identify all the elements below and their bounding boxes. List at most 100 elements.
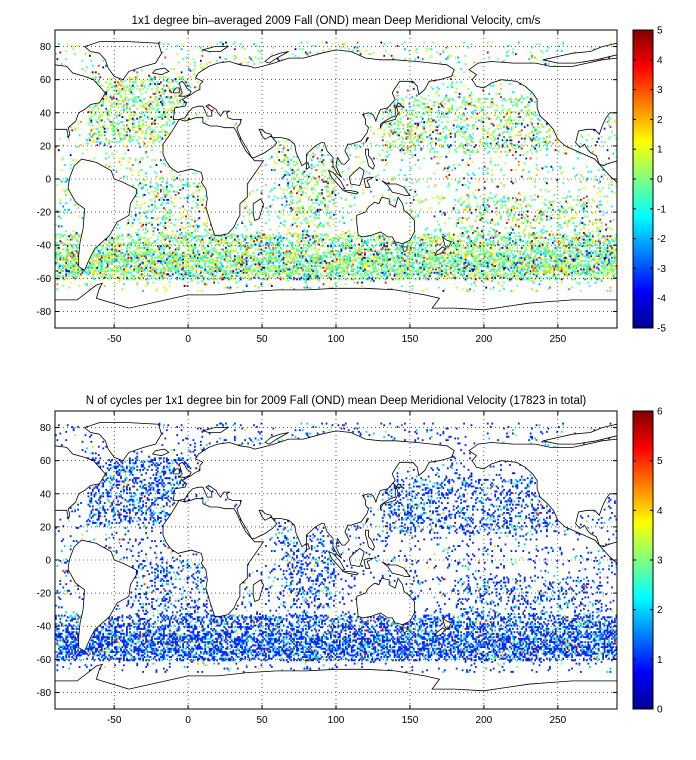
data-cell	[254, 268, 257, 271]
data-cell	[204, 251, 207, 254]
data-cell	[293, 233, 295, 236]
data-cell	[118, 278, 121, 281]
data-cell	[83, 271, 85, 274]
data-cell	[457, 243, 460, 246]
data-cell	[161, 268, 164, 271]
data-cell	[152, 271, 155, 274]
data-cell	[581, 253, 584, 256]
data-cell	[177, 270, 180, 273]
data-cell	[475, 238, 477, 241]
data-cell	[99, 258, 102, 261]
data-cell	[199, 241, 202, 244]
data-cell	[241, 233, 244, 236]
data-cell	[572, 251, 575, 254]
data-cell	[230, 250, 233, 253]
data-cell	[438, 256, 440, 259]
data-cell	[174, 235, 177, 238]
data-cell	[454, 265, 457, 268]
data-cell	[585, 243, 588, 246]
data-cell	[596, 261, 599, 264]
data-cell	[343, 258, 346, 261]
data-cell	[157, 255, 159, 258]
data-cell	[519, 238, 522, 241]
data-cell	[127, 261, 130, 264]
data-cell	[301, 246, 304, 249]
data-cell	[318, 243, 321, 246]
data-cell	[189, 256, 192, 259]
data-cell	[291, 273, 294, 276]
data-cell	[68, 273, 71, 276]
data-cell	[503, 266, 505, 269]
data-cell	[77, 253, 79, 256]
data-cell	[578, 241, 581, 244]
data-cell	[133, 278, 136, 281]
data-cell	[105, 256, 108, 259]
data-cell	[439, 261, 442, 264]
data-cell	[537, 268, 539, 271]
data-cell	[381, 253, 384, 256]
data-cell	[68, 286, 71, 289]
data-cell	[198, 250, 201, 253]
data-cell	[316, 253, 319, 256]
data-cell	[167, 266, 170, 269]
data-cell	[455, 240, 458, 243]
data-cell	[344, 246, 347, 249]
data-cell	[192, 278, 195, 281]
data-cell	[205, 260, 208, 263]
data-cell	[584, 240, 587, 243]
data-cell	[248, 235, 251, 238]
data-cell	[168, 258, 171, 261]
data-cell	[96, 266, 99, 269]
data-cell	[233, 233, 236, 236]
data-cell	[381, 258, 384, 261]
data-cell	[578, 281, 581, 284]
data-cell	[333, 268, 335, 271]
data-cell	[372, 255, 375, 258]
data-cell	[372, 245, 375, 248]
data-cell	[565, 263, 568, 266]
data-cell	[506, 243, 508, 246]
data-cell	[284, 268, 287, 271]
data-cell	[273, 238, 276, 241]
data-cell	[262, 235, 264, 238]
data-cell	[553, 253, 556, 256]
data-cell	[57, 251, 60, 254]
data-cell	[537, 235, 539, 238]
data-cell	[74, 235, 77, 238]
data-cell	[263, 263, 266, 266]
data-cell	[321, 233, 323, 236]
data-cell	[535, 270, 538, 273]
data-cell	[609, 241, 612, 244]
data-cell	[439, 273, 442, 276]
data-cell	[131, 258, 134, 261]
data-cell	[214, 240, 217, 243]
data-cell	[477, 275, 480, 277]
data-cell	[115, 253, 118, 256]
data-cell	[540, 241, 542, 244]
data-cell	[404, 260, 406, 263]
data-cell	[405, 241, 408, 244]
data-cell	[535, 258, 538, 261]
data-cell	[571, 286, 573, 289]
data-cell	[171, 260, 174, 263]
data-cell	[575, 236, 578, 239]
data-cell	[164, 245, 167, 248]
data-cell	[563, 245, 566, 248]
data-cell	[473, 258, 476, 261]
data-cell	[429, 240, 431, 243]
data-cell	[414, 233, 417, 236]
data-cell	[65, 275, 68, 277]
data-cell	[377, 273, 380, 276]
data-cell	[520, 278, 523, 281]
data-cell	[124, 258, 127, 261]
data-cell	[281, 288, 284, 291]
data-cell	[603, 241, 606, 244]
data-cell	[337, 235, 340, 238]
data-cell	[77, 261, 79, 264]
data-cell	[494, 258, 497, 261]
data-cell	[62, 265, 65, 268]
data-cell	[514, 240, 517, 243]
data-cell	[183, 255, 186, 258]
data-cell	[587, 266, 590, 269]
data-cell	[411, 250, 414, 253]
